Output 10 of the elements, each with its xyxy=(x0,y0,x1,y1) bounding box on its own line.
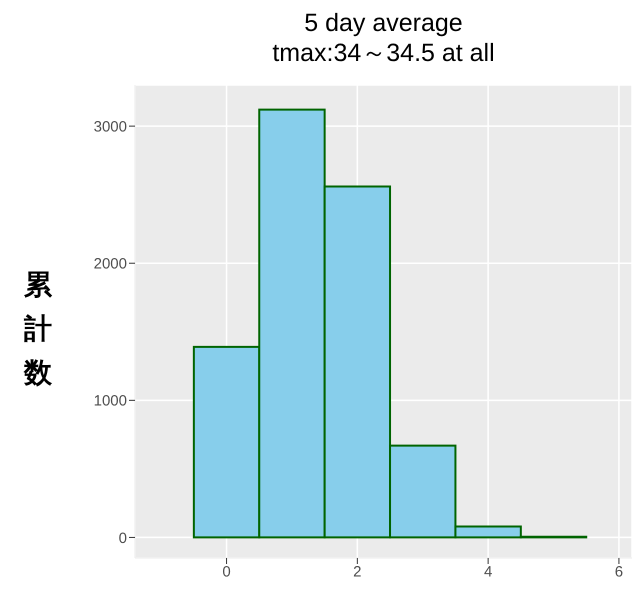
x-tick-label: 2 xyxy=(353,564,362,581)
chart-title: 5 day average tmax:34～34.5 at all xyxy=(271,8,496,68)
y-axis-title: 累計数 xyxy=(22,267,53,391)
y-tick-label: 2000 xyxy=(94,256,127,273)
x-tick-label: 0 xyxy=(222,564,231,581)
x-tick-label: 6 xyxy=(614,564,624,581)
x-tick-label: 4 xyxy=(484,564,492,581)
y-tick-label: 1000 xyxy=(94,392,127,410)
y-tick-label: 3000 xyxy=(94,118,127,136)
y-tick-label: 0 xyxy=(118,530,127,547)
